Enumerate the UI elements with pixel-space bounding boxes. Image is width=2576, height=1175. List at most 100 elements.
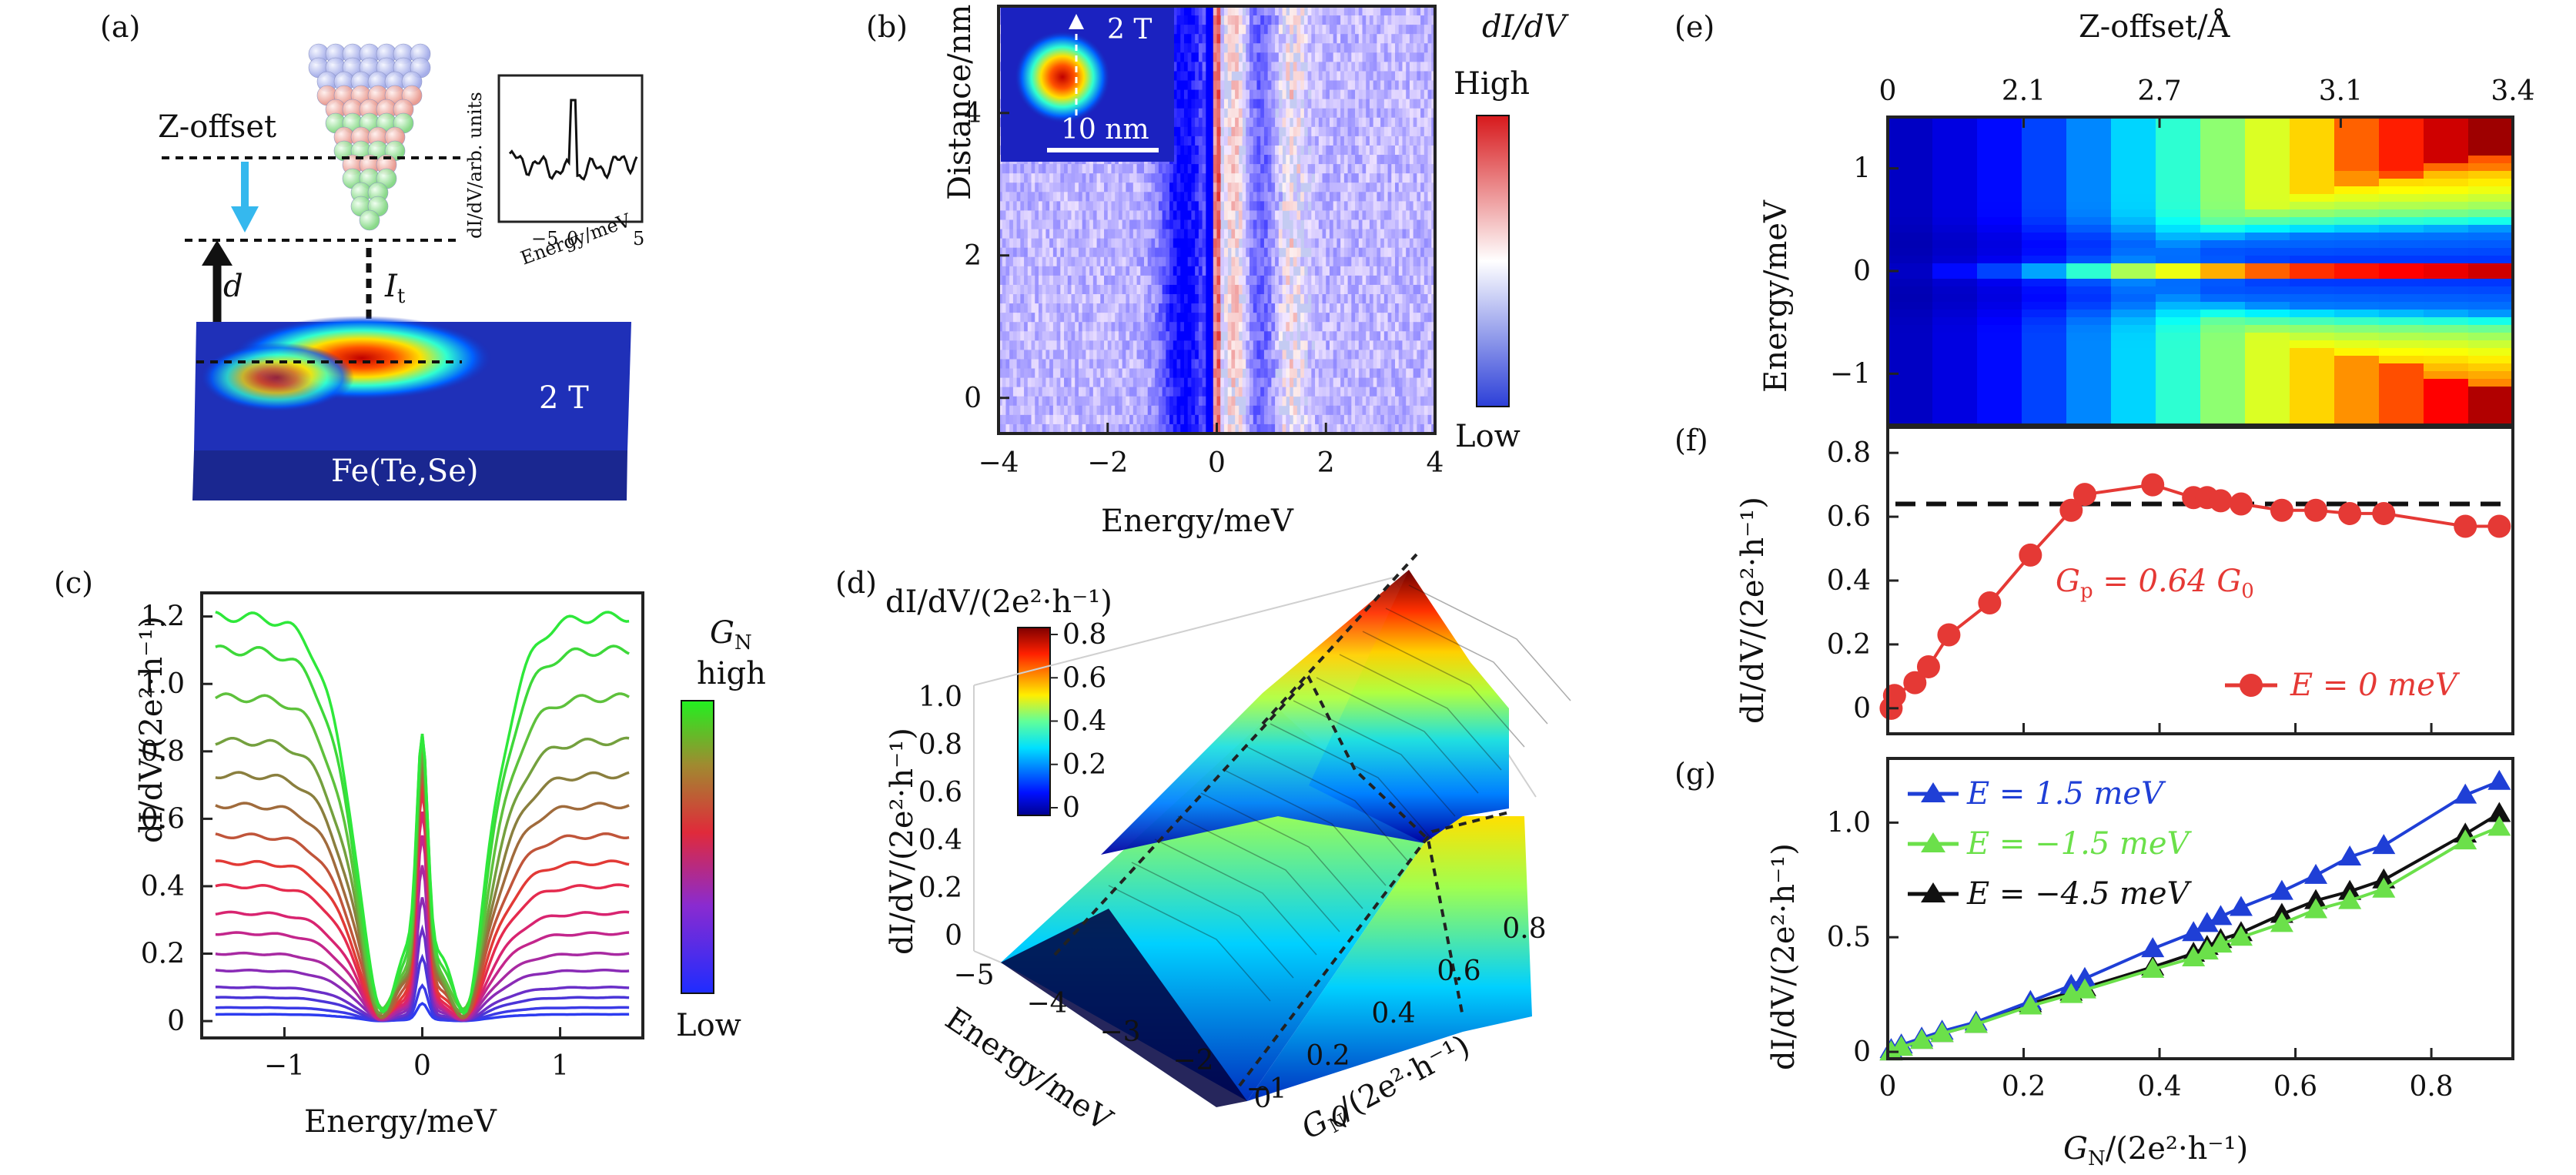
panel-b-cell (1035, 256, 1039, 267)
panel-b-cell (1031, 387, 1035, 397)
panel-b-cell (1263, 71, 1269, 81)
panel-b-cell (1303, 210, 1309, 220)
panel-b-cell (1369, 34, 1374, 44)
panel-b-cell (1409, 182, 1414, 192)
panel-b-cell (1380, 229, 1385, 239)
panel-b-cell (1206, 43, 1210, 53)
panel-b-cell (999, 52, 1003, 62)
panel-b-cell (1290, 15, 1294, 25)
panel-b-cell (1126, 192, 1130, 202)
panel-b-cell (1136, 396, 1141, 407)
panel-b-cell (1002, 322, 1006, 332)
panel-b-cell (1049, 192, 1054, 202)
panel-b-cell (1290, 6, 1294, 16)
panel-b-cell (1144, 219, 1149, 229)
panel-b-cell (1231, 34, 1236, 44)
panel-b-cell (1387, 182, 1392, 192)
panel-b-cell (1362, 359, 1367, 369)
panel-b-cell (1347, 6, 1352, 16)
panel-b-cell (1409, 331, 1414, 341)
panel-b-cell (1096, 368, 1101, 379)
panel-b-cell (1366, 117, 1370, 128)
panel-b-cell (1431, 238, 1436, 249)
panel-b-cell (1187, 229, 1192, 239)
panel-b-cell (1198, 71, 1203, 81)
panel-b-cell (1427, 173, 1432, 183)
panel-b-cell (1024, 229, 1029, 239)
panel-b-cell (1431, 256, 1436, 267)
panel-b-cell (1238, 15, 1243, 25)
panel-b-cell (1187, 359, 1192, 369)
panel-b-cell (1387, 192, 1392, 202)
panel-b-cell (1195, 80, 1199, 90)
panel-b-cell (1413, 377, 1417, 388)
panel-b-cell (1366, 359, 1370, 369)
panel-b-cell (1380, 359, 1385, 369)
panel-b-cell (1092, 192, 1097, 202)
panel-b-cell (1431, 25, 1436, 35)
panel-b-cell (1173, 377, 1177, 388)
panel-b-cell (1038, 331, 1043, 341)
panel-b-cell (999, 229, 1003, 239)
panel-b-cell (1318, 201, 1323, 211)
panel-b-cell (1383, 238, 1388, 249)
panel-b-cell (1195, 322, 1199, 332)
panel-b-cell (1420, 62, 1425, 72)
panel-b-cell (1380, 340, 1385, 350)
panel-b-cell (1151, 294, 1156, 304)
panel-b-cell (1318, 313, 1323, 323)
panel-b-cell (1183, 108, 1189, 119)
panel-b-cell (1282, 275, 1286, 286)
panel-b-cell (1191, 387, 1196, 397)
panel-b-cell (1322, 210, 1326, 220)
panel-b-cell (1216, 43, 1221, 53)
panel-b-cell (1398, 62, 1403, 72)
panel-b-cell (1147, 164, 1152, 174)
panel-b-cell (1176, 25, 1181, 35)
panel-b-cell (1111, 275, 1116, 286)
panel-b-cell (1096, 256, 1101, 267)
panel-b-cell (1104, 396, 1109, 407)
panel-b-cell (1329, 155, 1334, 165)
panel-b-cell (1206, 155, 1210, 165)
panel-b-cell (1223, 256, 1229, 267)
panel-b-cell (1420, 25, 1425, 35)
panel-b-cell (1395, 331, 1400, 341)
panel-b-cell (1253, 340, 1257, 350)
panel-b-cell (1209, 210, 1214, 220)
panel-b-cell (1027, 396, 1032, 407)
panel-b-cell (1140, 313, 1145, 323)
panel-b-cell (1351, 155, 1356, 165)
panel-b-cell (1238, 136, 1243, 146)
panel-b-cell (1242, 340, 1246, 350)
panel-b-cell (1315, 108, 1320, 119)
panel-b-cell (1267, 89, 1272, 100)
panel-b-cell (1231, 62, 1236, 72)
panel-b-cell (1195, 256, 1199, 267)
panel-b-cell (1086, 331, 1090, 341)
panel-b-cell (1169, 238, 1174, 249)
panel-b-cell (1180, 322, 1185, 332)
panel-b-cell (1337, 62, 1341, 72)
panel-b-cell (1162, 256, 1166, 267)
panel-b-cell (1216, 359, 1221, 369)
panel-b-cell (1417, 164, 1421, 174)
panel-b-cell (1100, 256, 1105, 267)
panel-b-cell (1282, 229, 1286, 239)
panel-b-cell (1377, 15, 1381, 25)
panel-b-cell (1406, 359, 1410, 369)
panel-b-cell (1166, 182, 1170, 192)
panel-b-cell (1206, 294, 1210, 304)
panel-b-cell (1380, 99, 1385, 109)
panel-b-cell (1366, 275, 1370, 286)
panel-b-cell (1176, 80, 1181, 90)
panel-b-cell (1296, 238, 1301, 249)
panel-b-cell (1235, 15, 1239, 25)
panel-b-cell (1253, 117, 1257, 128)
panel-b-cell (1409, 126, 1414, 137)
panel-b-cell (1056, 294, 1061, 304)
panel-b-cell (1409, 62, 1414, 72)
panel-b-cell (1238, 126, 1243, 137)
panel-b-cell (1271, 71, 1276, 81)
panel-b-cell (1333, 108, 1337, 119)
